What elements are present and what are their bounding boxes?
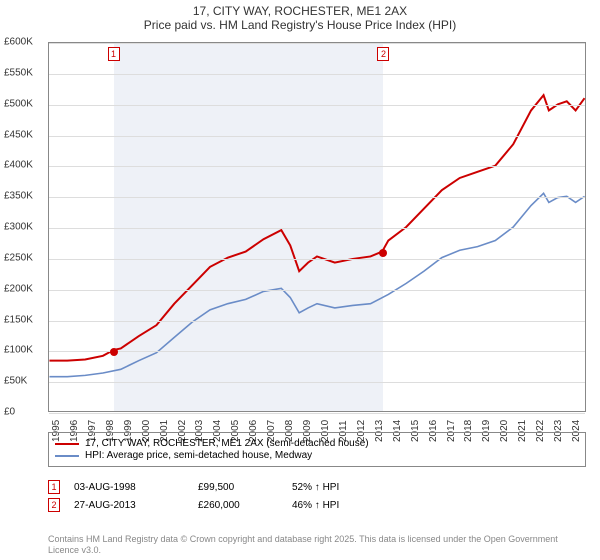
hpi-line (49, 193, 584, 376)
sale-marker-1: 1 (108, 47, 120, 61)
y-tick-label: £600K (4, 37, 33, 48)
sale-marker-2: 2 (377, 47, 389, 61)
title-line-2: Price paid vs. HM Land Registry's House … (0, 18, 600, 32)
gridline (49, 259, 585, 260)
legend-entry: 17, CITY WAY, ROCHESTER, ME1 2AX (semi-d… (55, 438, 579, 449)
line-series (49, 43, 585, 411)
table-pct: 46% ↑ HPI (292, 500, 382, 511)
y-tick-label: £100K (4, 345, 33, 356)
y-tick-label: £150K (4, 314, 33, 325)
gridline (49, 382, 585, 383)
gridline (49, 136, 585, 137)
legend-swatch (55, 443, 79, 445)
legend-label: HPI: Average price, semi-detached house,… (85, 450, 312, 461)
legend-label: 17, CITY WAY, ROCHESTER, ME1 2AX (semi-d… (85, 438, 369, 449)
y-tick-label: £450K (4, 129, 33, 140)
y-tick-label: £50K (4, 376, 27, 387)
table-date: 27-AUG-2013 (74, 500, 184, 511)
table-marker: 2 (48, 498, 60, 512)
gridline (49, 166, 585, 167)
gridline (49, 413, 585, 414)
gridline (49, 43, 585, 44)
plot-area: 12 (48, 42, 586, 412)
legend-entry: HPI: Average price, semi-detached house,… (55, 450, 579, 461)
legend: 17, CITY WAY, ROCHESTER, ME1 2AX (semi-d… (48, 432, 586, 467)
y-tick-label: £550K (4, 67, 33, 78)
chart-title: 17, CITY WAY, ROCHESTER, ME1 2AX Price p… (0, 0, 600, 32)
table-marker: 1 (48, 480, 60, 494)
sales-table: 1 03-AUG-1998 £99,500 52% ↑ HPI 2 27-AUG-2013… (48, 478, 586, 514)
gridline (49, 351, 585, 352)
attribution-footer: Contains HM Land Registry data © Crown c… (48, 534, 586, 556)
gridline (49, 74, 585, 75)
y-tick-label: £0 (4, 407, 15, 418)
y-tick-label: £500K (4, 98, 33, 109)
y-tick-label: £300K (4, 222, 33, 233)
table-price: £260,000 (198, 500, 278, 511)
gridline (49, 228, 585, 229)
chart-container: 17, CITY WAY, ROCHESTER, ME1 2AX Price p… (0, 0, 600, 560)
legend-swatch (55, 455, 79, 457)
title-line-1: 17, CITY WAY, ROCHESTER, ME1 2AX (0, 4, 600, 18)
table-pct: 52% ↑ HPI (292, 482, 382, 493)
gridline (49, 321, 585, 322)
gridline (49, 290, 585, 291)
gridline (49, 197, 585, 198)
gridline (49, 105, 585, 106)
table-date: 03-AUG-1998 (74, 482, 184, 493)
sale-dot-2 (379, 249, 387, 257)
y-tick-label: £400K (4, 160, 33, 171)
sale-dot-1 (110, 348, 118, 356)
table-row: 2 27-AUG-2013 £260,000 46% ↑ HPI (48, 496, 586, 514)
y-tick-label: £250K (4, 252, 33, 263)
y-tick-label: £350K (4, 191, 33, 202)
table-row: 1 03-AUG-1998 £99,500 52% ↑ HPI (48, 478, 586, 496)
y-tick-label: £200K (4, 283, 33, 294)
table-price: £99,500 (198, 482, 278, 493)
